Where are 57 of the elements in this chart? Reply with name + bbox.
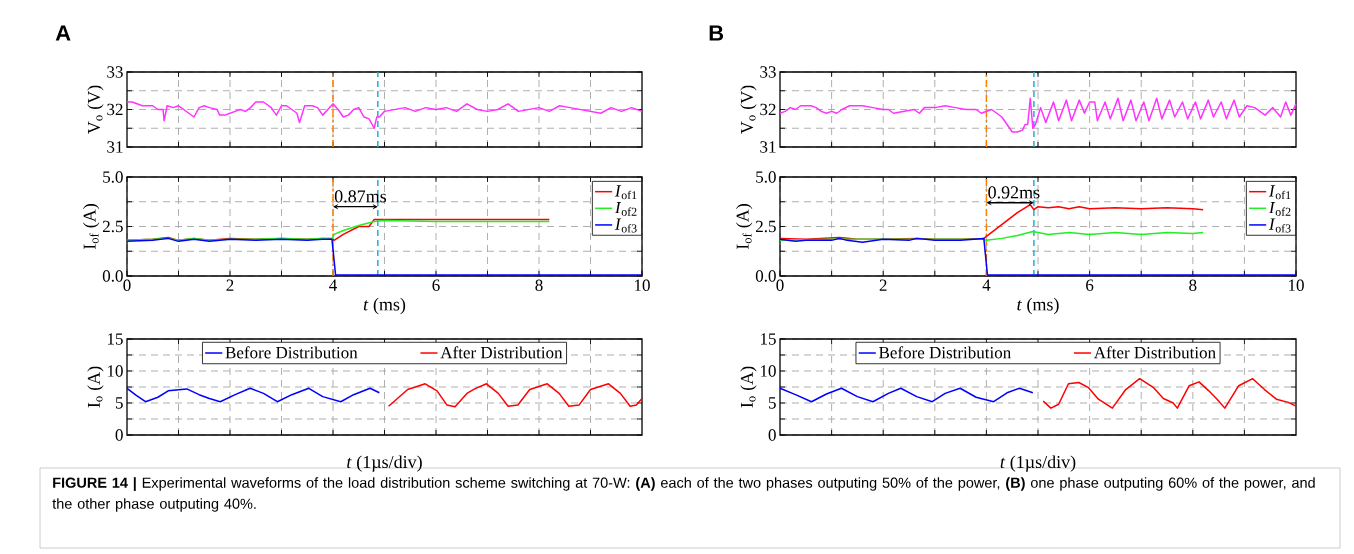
legend-label: I$_{of3}$	[1268, 218, 1291, 233]
y-tick-label: 0	[768, 429, 776, 441]
x-axis-title: t (ms)	[1017, 297, 1059, 315]
series-label: Before Distribution	[879, 346, 1011, 359]
x-tick-label: 0	[776, 279, 784, 292]
y-tick-label: 10	[107, 365, 123, 377]
y-tick-label: 0.0	[102, 270, 123, 282]
y-axis-title: I$_{o}$ (A)	[740, 366, 757, 408]
x-tick-label: 10	[635, 279, 650, 292]
y-tick-label: 5.0	[756, 171, 776, 183]
y-tick-label: 31	[107, 141, 123, 153]
legend-label: I$_{of3}$	[614, 218, 637, 233]
x-tick-label: 2	[879, 279, 887, 291]
y-axis-title: I$_{of}$ (A)	[83, 204, 100, 250]
x-tick-label: 2	[226, 279, 234, 291]
x-tick-label: 8	[535, 279, 543, 292]
y-tick-label: 5	[768, 397, 776, 409]
y-tick-label: 5	[115, 397, 123, 409]
legend-label: After Distribution	[1093, 346, 1216, 359]
y-axis-title: V$_{o}$ (V)	[87, 85, 104, 134]
y-tick-label: 0	[115, 429, 123, 441]
series-label: Before Distribution	[225, 346, 358, 359]
x-axis-title: t (ms)	[363, 297, 406, 315]
y-tick-label: 2.5	[102, 220, 123, 233]
x-tick-label: 4	[329, 279, 337, 291]
x-tick-label: 10	[1289, 279, 1304, 292]
x-tick-label: 8	[1189, 279, 1197, 292]
y-tick-label: 2.5	[755, 220, 776, 233]
x-axis-title: t (1µs/div)	[1000, 455, 1076, 472]
y-tick-label: 31	[760, 141, 776, 153]
legend-label: I$_{of2}$	[614, 201, 637, 216]
chart-title: B	[709, 25, 724, 41]
y-axis-title: I$_{of}$ (A)	[736, 204, 753, 250]
legend-label: I$_{of1}$	[614, 185, 637, 200]
y-axis-title: V$_{o}$ (V)	[740, 85, 757, 134]
annotation: 0.92ms	[988, 186, 1040, 199]
y-tick-label: 15	[107, 333, 123, 345]
x-tick-label: 4	[982, 279, 991, 291]
annotation: 0.87ms	[334, 190, 387, 203]
chart-title: A	[55, 25, 71, 41]
x-tick-label: 6	[1086, 279, 1094, 291]
x-tick-label: 6	[432, 279, 440, 291]
y-tick-label: 33	[760, 66, 776, 78]
y-tick-label: 0.0	[755, 270, 776, 282]
x-tick-label: 0	[123, 279, 131, 292]
y-tick-label: 10	[760, 365, 776, 377]
y-tick-label: 5.0	[103, 171, 123, 183]
y-tick-label: 32	[760, 103, 776, 116]
y-tick-label: 15	[760, 333, 776, 345]
y-tick-label: 33	[107, 66, 123, 78]
y-axis-title: I$_{o}$ (A)	[87, 366, 104, 408]
text: FIGURE 14 | Experimental waveforms of the load distribution scheme switching at 70-W: (A) each of the two phases outputing 50% of the power, (B) one phase outputing 60% of the power, and the other phase outputing 40%.	[52, 477, 1315, 512]
x-axis-title: t (1µs/div)	[347, 455, 422, 472]
legend-label: After Distribution	[440, 346, 563, 359]
legend-label: I$_{of1}$	[1268, 185, 1291, 200]
y-tick-label: 32	[107, 103, 123, 116]
legend-label: I$_{of2}$	[1268, 201, 1291, 216]
